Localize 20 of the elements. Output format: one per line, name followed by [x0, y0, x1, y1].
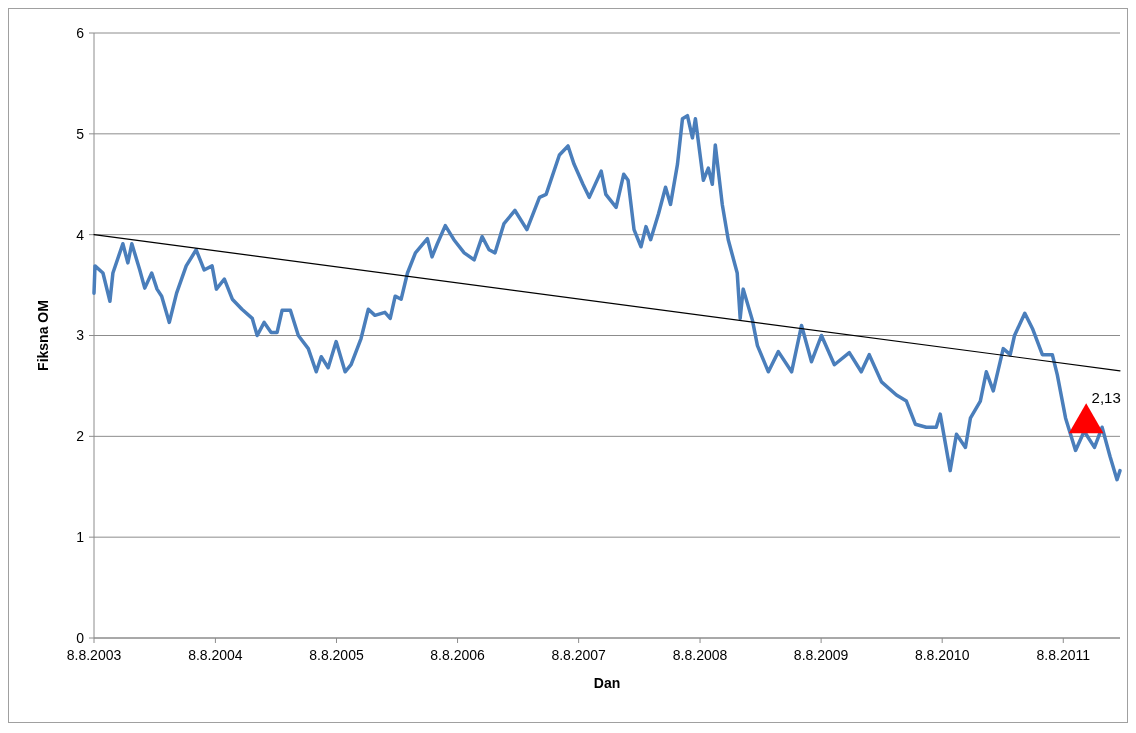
x-tick-label: 8.8.2005: [309, 647, 364, 663]
line-series: [92, 113, 1122, 482]
x-axis-title: Dan: [593, 675, 621, 691]
x-tick-label: 8.8.2006: [430, 647, 486, 663]
x-tick-label: 8.8.2004: [188, 647, 243, 663]
y-tick-label: 6: [76, 24, 85, 41]
x-tick-label: 8.8.2007: [551, 647, 607, 663]
y-tick-label: 3: [76, 327, 85, 344]
data-label: 2,13: [1091, 389, 1121, 407]
y-tick-label: 5: [76, 125, 85, 142]
x-tick-label: 8.8.2011: [1036, 647, 1091, 663]
y-tick-label: 0: [76, 629, 85, 646]
y-tick-label: 2: [76, 428, 85, 445]
y-tick-label: 1: [76, 529, 85, 546]
x-tick-label: 8.8.2003: [66, 647, 122, 663]
x-tick-label: 8.8.2009: [793, 647, 849, 663]
y-axis-title: Fiksna OM: [35, 300, 51, 371]
x-tick-label: 8.8.2008: [672, 647, 728, 663]
x-tick-label: 8.8.2010: [914, 647, 970, 663]
y-tick-label: 4: [76, 226, 85, 243]
